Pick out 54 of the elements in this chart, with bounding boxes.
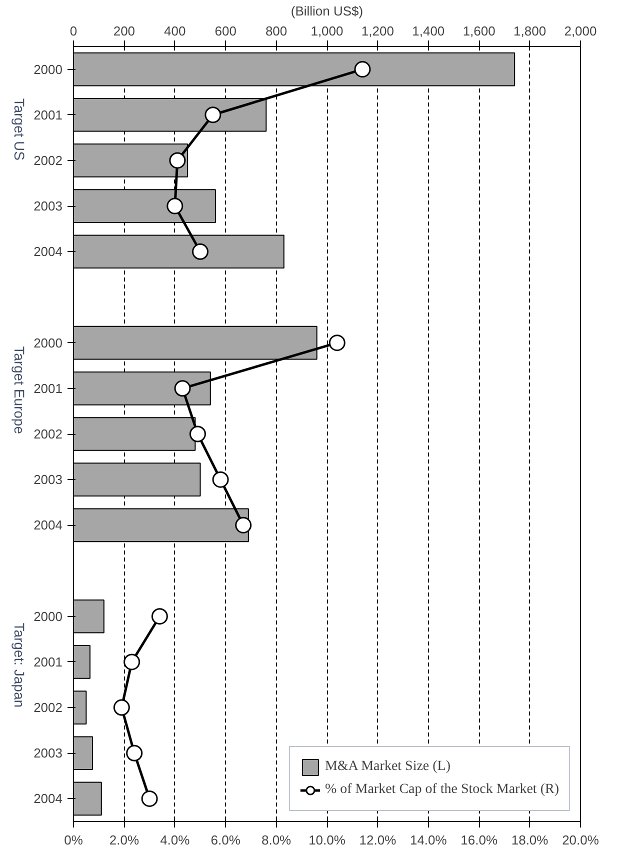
y-tick-label: 2002 xyxy=(34,152,62,168)
x-tick-label: 800 xyxy=(265,24,288,38)
x2-tick-label: 2.0% xyxy=(109,832,140,848)
x2-tick-label: 6.0% xyxy=(210,832,241,848)
x-tick-label: 1,200 xyxy=(361,24,394,38)
point xyxy=(192,243,208,260)
point xyxy=(189,426,206,442)
legend-label: % of Market Cap of the Stock Market (R) xyxy=(324,782,559,798)
x2-tick-label: 8.0% xyxy=(261,832,292,848)
point xyxy=(126,744,143,762)
y-tick-label: 2003 xyxy=(34,472,62,488)
x2-tick-label: 4.0% xyxy=(160,832,190,848)
x2-tick-label: 12.0% xyxy=(359,832,397,848)
x2-tick-label: 18.0% xyxy=(511,832,549,848)
x-tick-label: 600 xyxy=(214,24,236,38)
y-tick-label: 2002 xyxy=(34,700,62,716)
x-tick-label: 0 xyxy=(70,24,78,38)
y-tick-label: 2001 xyxy=(34,380,62,396)
x-tick-label: 1,600 xyxy=(462,24,496,38)
x-tick-label: 1,000 xyxy=(310,24,344,38)
y-tick-label: 2003 xyxy=(34,198,62,214)
x2-tick-label: 14.0% xyxy=(410,832,448,848)
point xyxy=(204,106,222,124)
point xyxy=(113,699,130,716)
y-tick-label: 2001 xyxy=(34,654,62,670)
y-tick-label: 2004 xyxy=(34,791,62,806)
y-tick-label: 2002 xyxy=(34,426,62,442)
y-tick-label: 2004 xyxy=(34,518,62,533)
y-tick-label: 2003 xyxy=(34,746,62,761)
text: Target: Japan xyxy=(12,622,28,708)
point xyxy=(174,380,191,397)
legend-label: M&A Market Size (L) xyxy=(324,759,451,775)
y-tick-label: 2004 xyxy=(34,244,62,260)
y-tick-label: 2000 xyxy=(34,62,62,77)
text: Target US xyxy=(12,98,28,160)
x2-tick-label: 0% xyxy=(64,832,84,848)
y-tick-label: 2000 xyxy=(34,335,62,350)
x-tick-label: 400 xyxy=(164,24,186,38)
y-tick-label: 2000 xyxy=(34,608,62,624)
y-tick-label: 2001 xyxy=(34,107,62,122)
x2-tick-label: 16.0% xyxy=(460,832,498,848)
x2-tick-label: 10.0% xyxy=(308,832,346,848)
x-tick-label: 1,400 xyxy=(412,24,445,38)
x-axis-title: (Billion US$) xyxy=(290,4,364,18)
point xyxy=(354,61,371,78)
x-tick-label: 2,000 xyxy=(564,24,597,38)
point xyxy=(212,471,229,488)
text: Target Europe xyxy=(12,346,28,434)
x-tick-label: 1,800 xyxy=(514,24,546,38)
point xyxy=(169,152,186,169)
x-tick-label: 200 xyxy=(113,24,136,38)
point xyxy=(166,198,184,214)
point xyxy=(235,516,252,534)
x2-tick-label: 20.0% xyxy=(562,832,600,848)
